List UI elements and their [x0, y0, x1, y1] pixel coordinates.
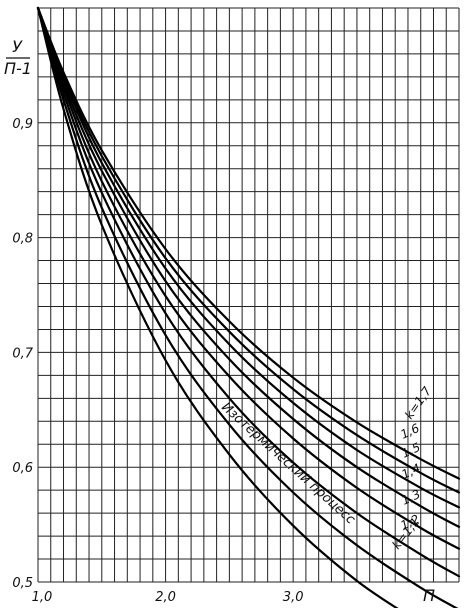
series-label-4: 1,4 — [399, 461, 422, 482]
y-axis-label-bottom: П-1 — [4, 59, 32, 78]
series-layer — [36, 6, 461, 608]
series-line-7 — [36, 6, 461, 480]
y-axis-label-top: У — [12, 37, 23, 56]
y-tick-label: 0,8 — [12, 232, 33, 247]
grid — [37, 7, 460, 583]
series-label-2: 1,2 — [398, 512, 421, 533]
series-label-isothermal: Изотермический процесс — [218, 400, 358, 528]
y-tick-label: 0,6 — [12, 461, 33, 476]
series-line-5 — [36, 6, 461, 509]
y-tick-label: 0,9 — [12, 117, 33, 132]
series-line-0 — [36, 6, 399, 608]
series-line-1 — [36, 6, 459, 608]
x-tick-label: 1,0 — [32, 590, 53, 605]
series-line-6 — [36, 6, 461, 494]
series-label-6: 1,6 — [398, 421, 422, 442]
series-line-4 — [36, 6, 461, 528]
series-label-7: k=1,7 — [402, 384, 434, 422]
tick-labels: 1,0 2,0 3,0 0,9 0,8 0,7 0,6 0,5 — [12, 117, 303, 605]
x-tick-label: 2,0 — [155, 590, 176, 605]
series-labels: Изотермический процессk=1,11,21,31,41,51… — [218, 384, 434, 552]
y-tick-label: 0,7 — [12, 346, 33, 361]
y-axis-label: У П-1 — [4, 37, 32, 78]
series-line-3 — [36, 6, 461, 550]
series-line-2 — [36, 6, 461, 578]
y-tick-label: 0,5 — [12, 576, 33, 591]
x-tick-label: 3,0 — [283, 590, 304, 605]
x-axis-label: П — [423, 586, 435, 605]
